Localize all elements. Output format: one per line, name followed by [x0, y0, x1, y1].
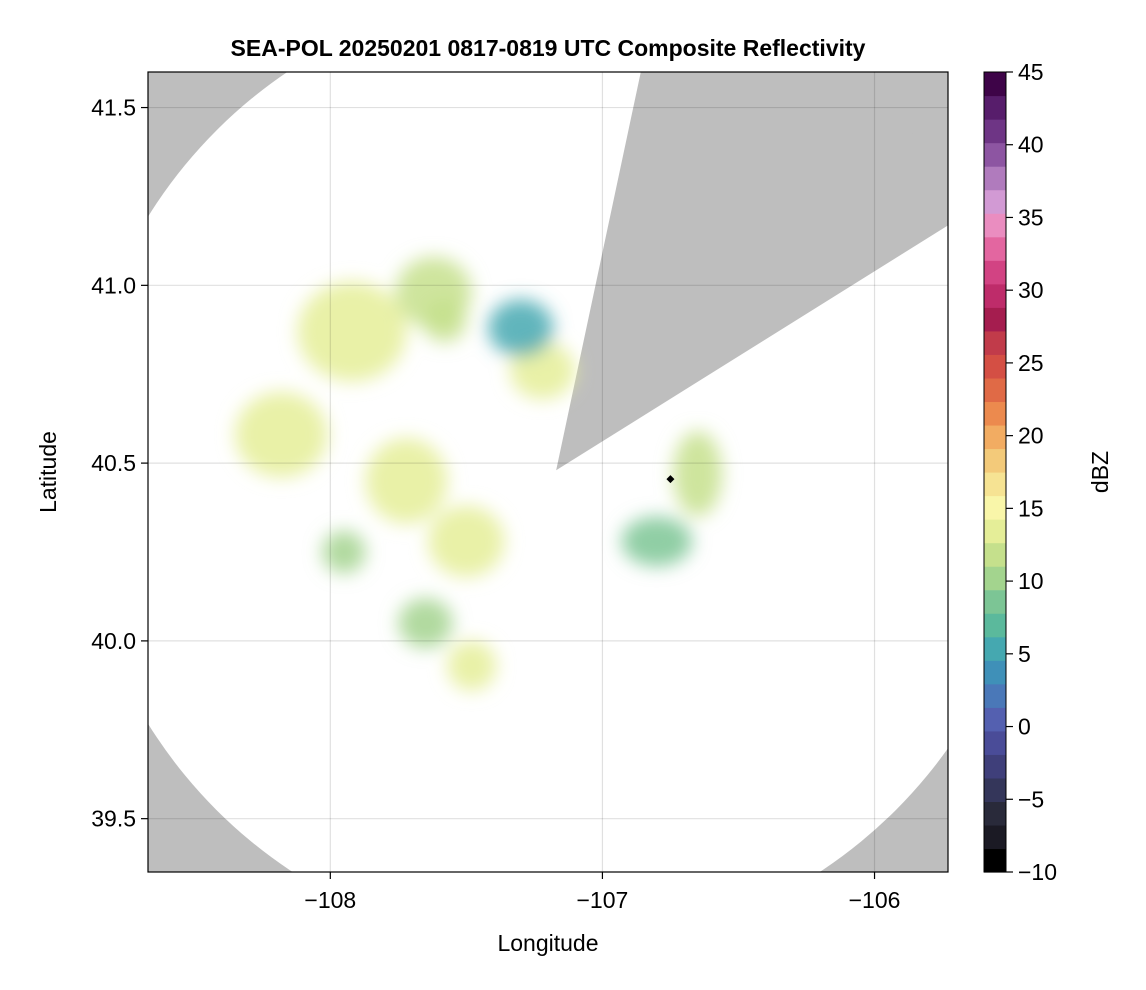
echo-cell-6: [509, 342, 576, 400]
echo-cell-0: [235, 392, 328, 478]
echo-cell-10: [398, 598, 453, 648]
y-axis-label: Latitude: [35, 431, 61, 513]
colorbar-swatch-29: [984, 166, 1006, 191]
colorbar-swatch-1: [984, 824, 1006, 850]
colorbar-frame: [983, 71, 1007, 873]
y-axis-ticks: 39.5 40.0 40.5 41.0 41.5: [91, 95, 148, 832]
colorbar-swatch-10: [984, 613, 1006, 638]
colorbar-swatch-18: [984, 424, 1006, 450]
x-tick-label-2: −106: [849, 887, 901, 913]
colorbar-swatch-22: [984, 330, 1006, 355]
colorbar-swatch-28: [984, 189, 1006, 214]
colorbar-tick-label-7: 25: [1018, 350, 1044, 376]
colorbar-ticks: −10 −5 0 5 10 15 20 25 30 35 40 45: [1006, 59, 1057, 885]
colorbar-swatch-32: [984, 95, 1006, 120]
colorbar-swatch-9: [984, 636, 1006, 661]
colorbar-tick-label-1: −5: [1018, 786, 1044, 812]
y-tick-label-4: 41.5: [91, 95, 136, 121]
blocked-sector: [556, 72, 948, 471]
colorbar-swatch-27: [984, 213, 1006, 238]
echo-cell-8: [422, 299, 467, 343]
x-axis-label: Longitude: [497, 930, 598, 956]
plot-area: [148, 72, 948, 872]
colorbar-swatch-21: [984, 354, 1006, 379]
colorbar-swatch-4: [984, 754, 1006, 779]
colorbar-swatch-26: [984, 236, 1006, 261]
colorbar-tick-label-5: 15: [1018, 495, 1044, 521]
x-axis-ticks: −108 −107 −106: [304, 872, 900, 913]
colorbar-tick-label-3: 5: [1018, 641, 1031, 667]
colorbar-swatch-23: [984, 307, 1006, 332]
colorbar-swatch-25: [984, 260, 1006, 285]
colorbar-swatch-6: [984, 707, 1006, 732]
colorbar-tick-label-11: 45: [1018, 59, 1044, 85]
colorbar-swatch-8: [984, 660, 1006, 685]
colorbar: [983, 71, 1007, 873]
colorbar-tick-label-8: 30: [1018, 277, 1044, 303]
colorbar-swatch-31: [984, 119, 1006, 144]
colorbar-swatch-24: [984, 283, 1006, 308]
colorbar-swatch-13: [984, 542, 1006, 567]
echo-cell-12: [621, 516, 693, 567]
colorbar-tick-label-2: 0: [1018, 714, 1031, 740]
echo-cell-4: [447, 640, 497, 691]
y-tick-label-3: 41.0: [91, 272, 136, 298]
chart-title: SEA-POL 20250201 0817-0819 UTC Composite…: [231, 35, 866, 61]
plot-frame: [147, 71, 949, 873]
colorbar-tick-label-0: −10: [1018, 859, 1057, 885]
colorbar-swatch-0: [984, 848, 1006, 873]
colorbar-swatch-19: [984, 401, 1006, 426]
colorbar-swatch-2: [984, 801, 1006, 826]
station-marker: [666, 475, 675, 484]
y-tick-label-2: 40.5: [91, 450, 136, 476]
colorbar-swatch-30: [984, 142, 1006, 167]
colorbar-swatch-12: [984, 566, 1006, 591]
colorbar-swatch-20: [984, 377, 1006, 403]
echo-cell-9: [322, 530, 366, 574]
echo-cell-11: [488, 299, 554, 357]
colorbar-swatch-15: [984, 495, 1006, 520]
x-tick-label-0: −108: [304, 887, 356, 913]
echo-cell-2: [365, 438, 448, 524]
colorbar-swatch-16: [984, 472, 1006, 497]
colorbar-tick-label-6: 20: [1018, 423, 1044, 449]
x-tick-label-1: −107: [577, 887, 629, 913]
colorbar-swatch-11: [984, 589, 1006, 614]
colorbar-swatch-17: [984, 448, 1006, 473]
y-tick-label-1: 40.0: [91, 628, 136, 654]
colorbar-swatch-14: [984, 519, 1006, 544]
echo-layer: [235, 256, 723, 691]
colorbar-tick-label-4: 10: [1018, 568, 1044, 594]
colorbar-swatch-5: [984, 730, 1006, 755]
y-tick-label-0: 39.5: [91, 806, 136, 832]
colorbar-swatch-3: [984, 777, 1006, 803]
colorbar-tick-label-9: 35: [1018, 204, 1044, 230]
colorbar-swatch-7: [984, 683, 1006, 708]
grid-lines: [148, 72, 948, 872]
colorbar-tick-label-10: 40: [1018, 132, 1044, 158]
colorbar-swatch-33: [984, 72, 1006, 97]
echo-cell-3: [428, 505, 505, 577]
echo-cell-1: [297, 281, 407, 382]
colorbar-label: dBZ: [1087, 451, 1113, 493]
echo-cell-7: [673, 431, 723, 517]
